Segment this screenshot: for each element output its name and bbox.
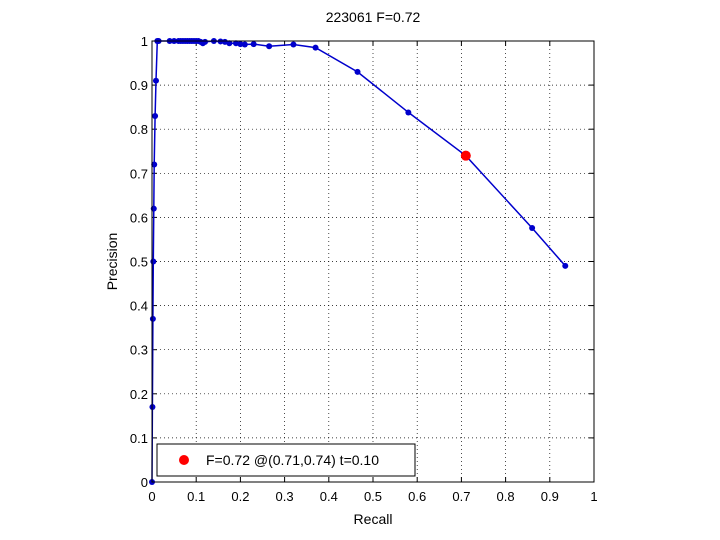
x-tick-label: 0.4 [320,489,338,504]
pr-curve-point [354,68,361,75]
pr-curve-point [226,40,233,47]
x-tick-label: 0 [148,489,155,504]
x-tick-label: 0.2 [231,489,249,504]
x-tick-label: 0.3 [276,489,294,504]
pr-curve-point [150,258,157,265]
y-tick-label: 0.7 [130,166,148,181]
y-tick-label: 1 [141,34,148,49]
y-tick-label: 0.2 [130,387,148,402]
y-axis-label: Precision [104,233,120,291]
y-tick-label: 0.8 [130,122,148,137]
pr-curve-point [149,315,156,322]
x-tick-label: 0.1 [187,489,205,504]
y-tick-labels: 0 0.1 0.2 0.3 0.4 0.5 0.6 0.7 0.8 0.9 1 [130,34,148,490]
legend: F=0.72 @(0.71,0.74) t=0.10 [156,443,416,477]
x-tick-label: 1 [590,489,597,504]
y-tick-label: 0.1 [130,431,148,446]
y-tick-label: 0.5 [130,255,148,270]
pr-curve-point [202,38,209,45]
x-axis-label: Recall [354,511,393,527]
pr-curve-point [562,262,569,269]
y-tick-label: 0.9 [130,78,148,93]
axes-frame [151,40,595,483]
legend-marker [179,455,189,465]
pr-curve-point [152,112,159,119]
pr-curve-point [290,41,297,48]
pr-curve-point [529,224,536,231]
y-tick-label: 0 [141,475,148,490]
x-tick-label: 0.5 [364,489,382,504]
y-tick-label: 0.3 [130,343,148,358]
chart-title: 223061 F=0.72 [326,9,421,25]
pr-curve-point [312,44,319,51]
x-tick-label: 0.9 [541,489,559,504]
pr-curve-point [152,77,159,84]
x-tick-label: 0.6 [408,489,426,504]
y-tick-label: 0.6 [130,210,148,225]
pr-curve-point [151,161,158,168]
pr-curve-point [237,41,244,48]
legend-label: F=0.72 @(0.71,0.74) t=0.10 [206,452,379,468]
grid-lines [152,41,594,482]
pr-curve-point [266,43,273,50]
x-tick-label: 0.8 [497,489,515,504]
x-tick-label: 0.7 [452,489,470,504]
x-tick-labels: 0 0.1 0.2 0.3 0.4 0.5 0.6 0.7 0.8 0.9 1 [148,489,597,504]
pr-curve-point [241,41,248,48]
pr-curve-point [250,41,257,48]
best-f-point [460,150,471,161]
pr-curve-point [405,109,412,116]
y-tick-label: 0.4 [130,299,148,314]
highlight-group [460,150,471,161]
legend-box [156,443,416,477]
